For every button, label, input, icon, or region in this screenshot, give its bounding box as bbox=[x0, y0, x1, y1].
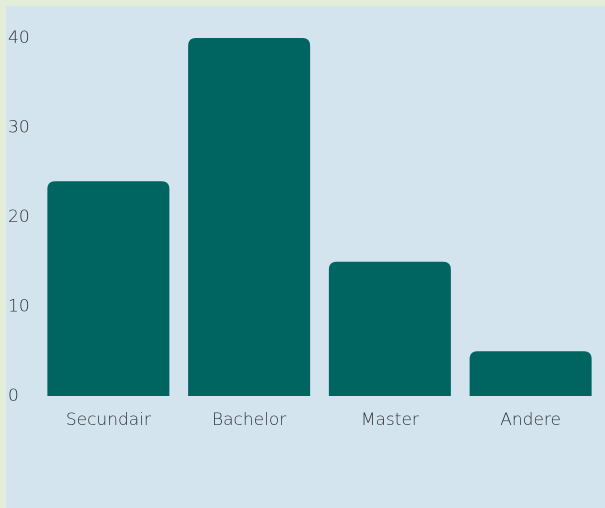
x-tick-label: Secundair bbox=[66, 410, 151, 430]
y-tick-label: 0 bbox=[8, 386, 19, 406]
bar bbox=[188, 38, 311, 396]
y-tick-label: 30 bbox=[8, 118, 30, 138]
y-tick-label: 10 bbox=[8, 297, 30, 317]
y-tick-label: 20 bbox=[8, 207, 30, 227]
bar bbox=[469, 351, 592, 396]
y-tick-label: 40 bbox=[8, 28, 30, 48]
x-tick-label: Andere bbox=[500, 410, 561, 430]
bar bbox=[328, 261, 451, 396]
bar bbox=[47, 181, 170, 396]
x-tick-label: Master bbox=[361, 410, 419, 430]
x-tick-label: Bachelor bbox=[212, 410, 286, 430]
